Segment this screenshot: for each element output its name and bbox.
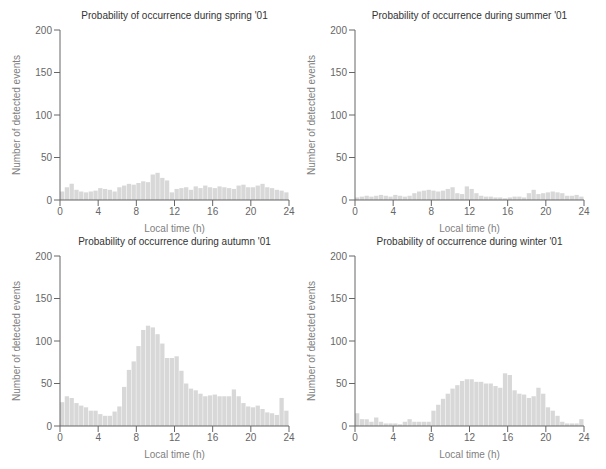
svg-text:Number of detected events: Number of detected events [11, 55, 22, 175]
svg-text:100: 100 [330, 336, 347, 347]
svg-text:50: 50 [336, 152, 348, 163]
svg-text:0: 0 [341, 195, 347, 206]
svg-text:20: 20 [245, 206, 257, 217]
svg-text:0: 0 [57, 432, 63, 443]
svg-text:0: 0 [57, 206, 63, 217]
svg-text:0: 0 [352, 206, 358, 217]
svg-text:150: 150 [330, 293, 347, 304]
svg-text:150: 150 [35, 293, 52, 304]
svg-text:20: 20 [540, 432, 552, 443]
svg-text:16: 16 [207, 432, 219, 443]
svg-text:Local time (h): Local time (h) [144, 449, 205, 460]
svg-text:24: 24 [578, 206, 590, 217]
svg-text:150: 150 [330, 67, 347, 78]
svg-text:8: 8 [429, 206, 435, 217]
svg-text:16: 16 [502, 206, 514, 217]
svg-text:100: 100 [330, 110, 347, 121]
svg-text:16: 16 [502, 432, 514, 443]
svg-text:50: 50 [41, 378, 53, 389]
html-text:Probability of occurrence duri: Probability of occurrence during summer … [371, 10, 568, 21]
svg-text:0: 0 [341, 421, 347, 432]
svg-text:20: 20 [245, 432, 257, 443]
svg-text:24: 24 [283, 432, 295, 443]
svg-text:100: 100 [35, 336, 52, 347]
svg-text:200: 200 [35, 25, 52, 36]
svg-text:8: 8 [134, 432, 140, 443]
svg-text:12: 12 [464, 432, 476, 443]
svg-text:8: 8 [429, 432, 435, 443]
svg-text:4: 4 [95, 206, 101, 217]
html-text:Probability of occurrence duri: Probability of occurrence during spring … [81, 10, 268, 21]
svg-text:0: 0 [352, 432, 358, 443]
svg-text:100: 100 [35, 110, 52, 121]
svg-text:8: 8 [134, 206, 140, 217]
svg-text:0: 0 [46, 195, 52, 206]
svg-text:50: 50 [41, 152, 53, 163]
svg-text:4: 4 [390, 432, 396, 443]
svg-text:24: 24 [283, 206, 295, 217]
svg-text:Local time (h): Local time (h) [144, 223, 205, 234]
svg-text:0: 0 [46, 421, 52, 432]
svg-text:Number of detected events: Number of detected events [306, 55, 317, 175]
svg-text:12: 12 [169, 206, 181, 217]
svg-text:150: 150 [35, 67, 52, 78]
svg-text:16: 16 [207, 206, 219, 217]
svg-text:200: 200 [330, 251, 347, 262]
svg-text:200: 200 [35, 251, 52, 262]
svg-text:4: 4 [95, 432, 101, 443]
svg-text:50: 50 [336, 378, 348, 389]
svg-text:20: 20 [540, 206, 552, 217]
html-text:Probability of occurrence duri: Probability of occurrence during winter … [376, 236, 563, 247]
html-text:Probability of occurrence duri: Probability of occurrence during autumn … [78, 236, 271, 247]
svg-text:24: 24 [578, 432, 590, 443]
svg-text:Local time (h): Local time (h) [439, 449, 500, 460]
svg-text:Number of detected events: Number of detected events [306, 281, 317, 401]
svg-text:4: 4 [390, 206, 396, 217]
svg-text:200: 200 [330, 25, 347, 36]
svg-text:12: 12 [464, 206, 476, 217]
svg-text:Number of detected events: Number of detected events [11, 281, 22, 401]
svg-text:Local time (h): Local time (h) [439, 223, 500, 234]
svg-text:12: 12 [169, 432, 181, 443]
